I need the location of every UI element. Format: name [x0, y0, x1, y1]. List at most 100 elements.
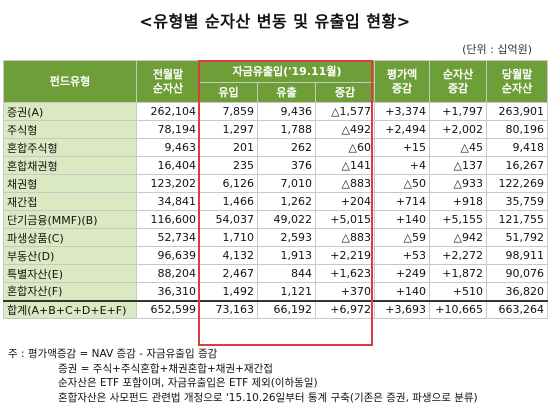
notes: 주 : 평가액증감 = NAV 증감 - 자금유출입 증감 증권 = 주식+주식…	[8, 347, 548, 405]
cell-value: 78,194	[136, 120, 200, 139]
row-label: 혼합채권형	[3, 156, 137, 175]
row-label: 혼합주식형	[3, 138, 137, 157]
header-prev-month-nav: 전월말 순자산	[136, 60, 200, 103]
cell-value: 51,792	[486, 228, 549, 247]
cell-value: 235	[199, 156, 258, 175]
cell-value: 88,204	[136, 264, 200, 283]
row-label: 증권(A)	[3, 102, 137, 121]
header-outflow: 유출	[257, 82, 316, 103]
cell-value: 90,076	[486, 264, 549, 283]
table-row: 혼합채권형 16,404 235 376 △141 +4 △137 16,267	[3, 156, 549, 175]
cell-value: +3,374	[374, 102, 431, 121]
cell-value: 80,196	[486, 120, 549, 139]
cell-value: △933	[429, 174, 488, 193]
cell-value: △50	[374, 174, 431, 193]
cell-value: 73,163	[199, 299, 258, 319]
cell-value: 35,759	[486, 192, 549, 211]
cell-value: +249	[374, 264, 431, 283]
row-label: 단기금융(MMF)(B)	[3, 210, 137, 229]
header-nav-change: 순자산 증감	[429, 60, 488, 103]
cell-value: +2,219	[314, 246, 376, 265]
table-row: 주식형 78,194 1,297 1,788 △492 +2,494 +2,002 80,19…	[3, 120, 549, 139]
cell-value: +714	[374, 192, 431, 211]
cell-value: 2,467	[199, 264, 258, 283]
table-row: 특별자산(E) 88,204 2,467 844 +1,623 +249 +1,872 90,…	[3, 264, 549, 283]
cell-value: +918	[429, 192, 488, 211]
header-valuation-change: 평가액 증감	[374, 60, 431, 103]
table-row: 증권(A) 262,104 7,859 9,436 △1,577 +3,374 +1,797…	[3, 102, 549, 121]
row-label: 부동산(D)	[3, 246, 137, 265]
note-line: 주 : 평가액증감 = NAV 증감 - 자금유출입 증감	[8, 348, 218, 360]
note-line: 혼합자산은 사모펀드 관련법 개정으로 '15.10.26일부터 통계 구축(기…	[58, 391, 478, 404]
cell-value: +1,623	[314, 264, 376, 283]
total-row: 합계(A+B+C+D+E+F) 652,599 73,163 66,192 +6,972…	[3, 299, 549, 319]
cell-value: 54,037	[199, 210, 258, 229]
cell-value: △137	[429, 156, 488, 175]
cell-value: 49,022	[257, 210, 316, 229]
table-row: 재간접 34,841 1,466 1,262 +204 +714 +918 35,759	[3, 192, 549, 211]
cell-value: 52,734	[136, 228, 200, 247]
table-row: 단기금융(MMF)(B) 116,600 54,037 49,022 +5,015 +14…	[3, 210, 549, 229]
table-row: 부동산(D) 96,639 4,132 1,913 +2,219 +53 +2,272 98,…	[3, 246, 549, 265]
header-inflow: 유입	[199, 82, 258, 103]
cell-value: △883	[314, 174, 376, 193]
cell-value: 121,755	[486, 210, 549, 229]
table-row: 혼합주식형 9,463 201 262 △60 +15 △45 9,418	[3, 138, 549, 157]
cell-value: 263,901	[486, 102, 549, 121]
cell-value: 1,492	[199, 282, 258, 301]
row-label: 합계(A+B+C+D+E+F)	[3, 299, 137, 319]
cell-value: 844	[257, 264, 316, 283]
cell-value: +370	[314, 282, 376, 301]
row-label: 특별자산(E)	[3, 264, 137, 283]
cell-value: 1,262	[257, 192, 316, 211]
cell-value: +6,972	[314, 299, 376, 319]
cell-value: △942	[429, 228, 488, 247]
cell-value: +2,002	[429, 120, 488, 139]
cell-value: 16,267	[486, 156, 549, 175]
cell-value: 16,404	[136, 156, 200, 175]
table-body: 증권(A) 262,104 7,859 9,436 △1,577 +3,374 +1,797…	[3, 102, 549, 319]
cell-value: 376	[257, 156, 316, 175]
cell-value: 1,121	[257, 282, 316, 301]
cell-value: 2,593	[257, 228, 316, 247]
cell-value: 66,192	[257, 299, 316, 319]
header-row-sub: 유입 유출 증감	[4, 82, 548, 103]
cell-value: △141	[314, 156, 376, 175]
cell-value: 9,436	[257, 102, 316, 121]
cell-value: +4	[374, 156, 431, 175]
cell-value: 1,710	[199, 228, 258, 247]
cell-value: +140	[374, 282, 431, 301]
cell-value: 4,132	[199, 246, 258, 265]
page-title: <유형별 순자산 변동 및 유출입 현황>	[139, 12, 411, 31]
cell-value: 1,913	[257, 246, 316, 265]
cell-value: 98,911	[486, 246, 549, 265]
cell-value: +140	[374, 210, 431, 229]
cell-value: △60	[314, 138, 376, 157]
cell-value: 6,126	[199, 174, 258, 193]
cell-value: +5,015	[314, 210, 376, 229]
cell-value: +204	[314, 192, 376, 211]
cell-value: +3,693	[374, 299, 431, 319]
table-row: 혼합자산(F) 36,310 1,492 1,121 +370 +140 +510 36,82…	[3, 282, 549, 301]
header-change: 증감	[314, 82, 376, 103]
row-label: 파생상품(C)	[3, 228, 137, 247]
unit-label: (단위 : 십억원)	[462, 43, 532, 56]
cell-value: △1,577	[314, 102, 376, 121]
header-flow-group: 자금유출입('19.11월)	[198, 60, 376, 83]
header-fund-type: 펀드유형	[3, 60, 137, 103]
cell-value: 1,466	[199, 192, 258, 211]
cell-value: 262	[257, 138, 316, 157]
cell-value: 1,788	[257, 120, 316, 139]
cell-value: △492	[314, 120, 376, 139]
table-row: 채권형 123,202 6,126 7,010 △883 △50 △933 122,269	[3, 174, 549, 193]
cell-value: △59	[374, 228, 431, 247]
row-label: 재간접	[3, 192, 137, 211]
header-row-top: 펀드유형 전월말 순자산 자금유출입('19.11월) 평가액 증감 순자산 증…	[3, 60, 549, 103]
row-label: 혼합자산(F)	[3, 282, 137, 301]
cell-value: +15	[374, 138, 431, 157]
cell-value: +2,272	[429, 246, 488, 265]
cell-value: +53	[374, 246, 431, 265]
cell-value: 1,297	[199, 120, 258, 139]
cell-value: +1,797	[429, 102, 488, 121]
fund-flow-table: 펀드유형 전월말 순자산 자금유출입('19.11월) 평가액 증감 순자산 증…	[3, 60, 549, 319]
